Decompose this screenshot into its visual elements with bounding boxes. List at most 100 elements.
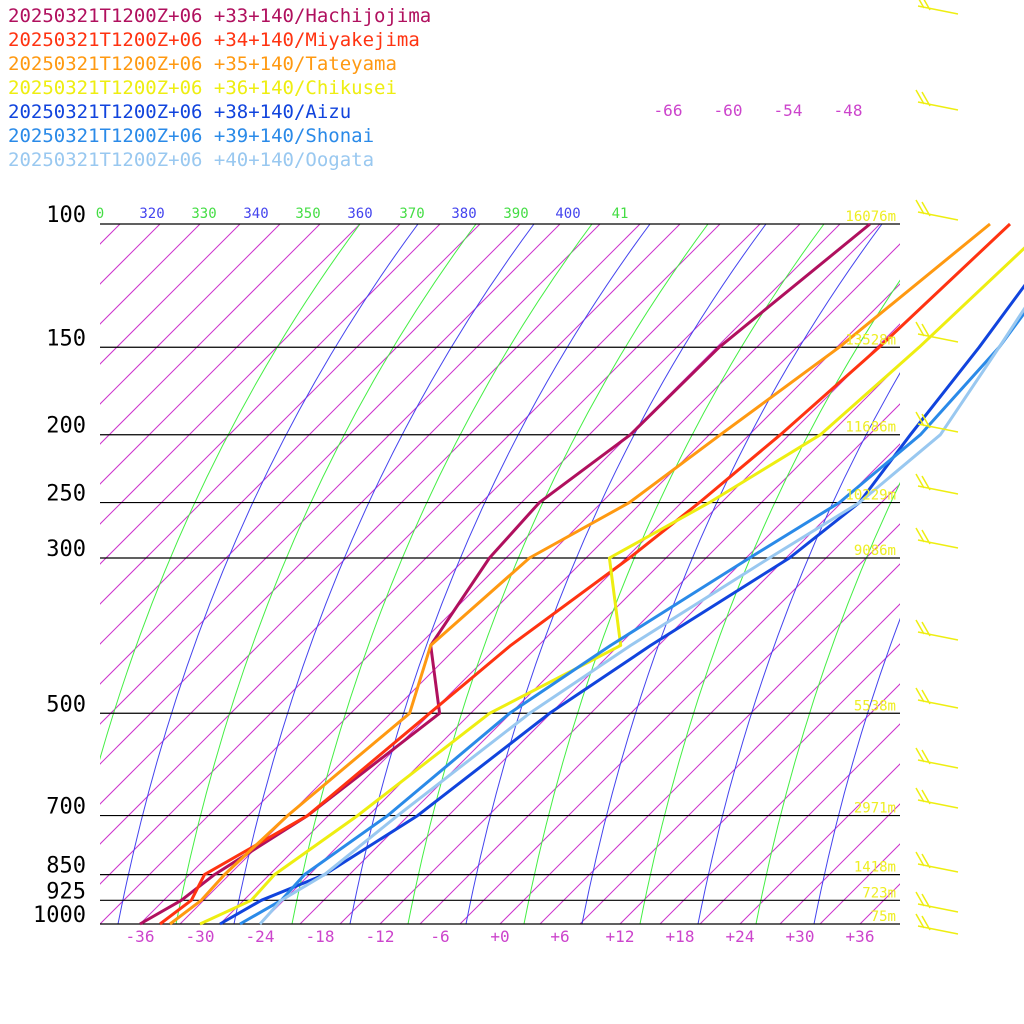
wind-barb-icon (915, 891, 959, 913)
temperature-tick-label: -18 (306, 927, 335, 946)
isotherm-line (100, 224, 681, 805)
temperature-tick-label: +0 (490, 927, 509, 946)
temperature-tick-label: -6 (430, 927, 449, 946)
isotherm-line (100, 224, 361, 485)
upper-temperature-label: -60 (714, 101, 743, 120)
wind-barb-icon (915, 473, 959, 495)
isotherm-line (899, 923, 900, 924)
temperature-tick-label: -36 (126, 927, 155, 946)
isotherm-line (100, 224, 401, 525)
temperature-tick-label: -12 (366, 927, 395, 946)
isotherm-line (100, 224, 521, 645)
height-label: 75m (871, 909, 896, 925)
dry-adiabat-line (100, 224, 361, 761)
dry-adiabat-line (175, 224, 477, 924)
wind-barb-icon (915, 687, 959, 709)
isotherm-line (100, 224, 281, 405)
temperature-profile (199, 246, 1024, 926)
height-label: 13528m (845, 332, 896, 348)
temperature-profile (159, 222, 1012, 926)
isotherm-line (139, 224, 841, 924)
isotherm-line (619, 643, 900, 924)
temperature-tick-label: +30 (786, 927, 815, 946)
height-label: 1418m (854, 860, 896, 876)
isotherm-line (339, 363, 900, 924)
pressure-label: 925 (46, 879, 86, 904)
temperature-tick-label: +24 (726, 927, 755, 946)
isotherm-line (419, 443, 900, 924)
moist-adiabat-line (813, 617, 900, 924)
isotherm-line (379, 403, 900, 924)
height-label: 10229m (845, 488, 896, 504)
temperature-profile (239, 310, 1024, 926)
temperature-profile (219, 283, 1024, 926)
isotherm-line (539, 563, 900, 924)
height-label: 2971m (854, 801, 896, 817)
dry-adiabat-line (523, 224, 825, 924)
theta-label: 0 (96, 206, 104, 222)
wind-barb-icon (915, 527, 959, 549)
moist-adiabat-line (465, 224, 767, 924)
theta-label: 370 (399, 206, 424, 222)
legend-entry: 20250321T1200Z+06 +39+140/Shonai (8, 125, 375, 147)
pressure-label: 700 (46, 795, 86, 820)
legend-entry: 20250321T1200Z+06 +33+140/Hachijojima (8, 5, 432, 27)
temperature-tick-label: +6 (550, 927, 569, 946)
theta-label: 400 (555, 206, 580, 222)
isotherm-line (1020, 224, 1024, 924)
pressure-label: 500 (46, 692, 86, 717)
isotherm-line (100, 224, 641, 765)
isotherm-line (100, 224, 481, 605)
pressure-label: 200 (46, 414, 86, 439)
theta-label: 320 (139, 206, 164, 222)
dry-adiabat-line (755, 482, 900, 924)
height-label: 5538m (854, 698, 896, 714)
moist-adiabat-line (233, 224, 535, 924)
isotherm-line (579, 603, 900, 924)
isotherm-line (100, 224, 321, 445)
legend-entry: 20250321T1200Z+06 +36+140/Chikusei (8, 77, 397, 99)
height-label: 11686m (845, 420, 896, 436)
theta-label: 380 (451, 206, 476, 222)
isotherm-line (100, 224, 721, 845)
isotherm-line (739, 763, 900, 924)
isotherm-line (100, 224, 241, 365)
moist-adiabat-line (117, 224, 419, 924)
wind-barb-icon (915, 199, 959, 221)
pressure-label: 150 (46, 326, 86, 351)
isotherm-line (0, 224, 40, 924)
theta-label: 350 (295, 206, 320, 222)
isotherm-line (699, 723, 900, 924)
theta-label: 340 (243, 206, 268, 222)
isotherm-line (100, 224, 801, 924)
isotherm-line (100, 224, 761, 885)
wind-barb-icon (915, 787, 959, 809)
isotherm-line (980, 224, 1024, 924)
legend-entry: 20250321T1200Z+06 +38+140/Aizu (8, 101, 352, 123)
legend-entry: 20250321T1200Z+06 +35+140/Tateyama (8, 53, 397, 75)
legend-entry: 20250321T1200Z+06 +34+140/Miyakejima (8, 29, 420, 51)
moist-adiabat-line (697, 372, 900, 924)
dry-adiabat-line (639, 279, 900, 924)
isotherm-line (100, 224, 561, 685)
temperature-tick-label: -24 (246, 927, 275, 946)
pressure-label: 100 (46, 203, 86, 228)
wind-barb-icon (915, 321, 959, 343)
isotherm-line (499, 523, 900, 924)
temperature-profile (258, 306, 1024, 926)
isotherm-line (779, 803, 900, 924)
height-label: 16076m (845, 209, 896, 225)
pressure-label: 850 (46, 854, 86, 879)
temperature-profile (169, 222, 991, 926)
height-label: 9086m (854, 543, 896, 559)
theta-label: 390 (503, 206, 528, 222)
wind-barb-icon (917, 0, 959, 15)
isotherm-line (659, 683, 900, 924)
temperature-tick-label: +36 (846, 927, 875, 946)
upper-temperature-label: -66 (654, 101, 683, 120)
wind-barb-icon (915, 89, 959, 111)
dry-adiabat-line (291, 224, 593, 924)
wind-barb-icon (915, 747, 959, 769)
